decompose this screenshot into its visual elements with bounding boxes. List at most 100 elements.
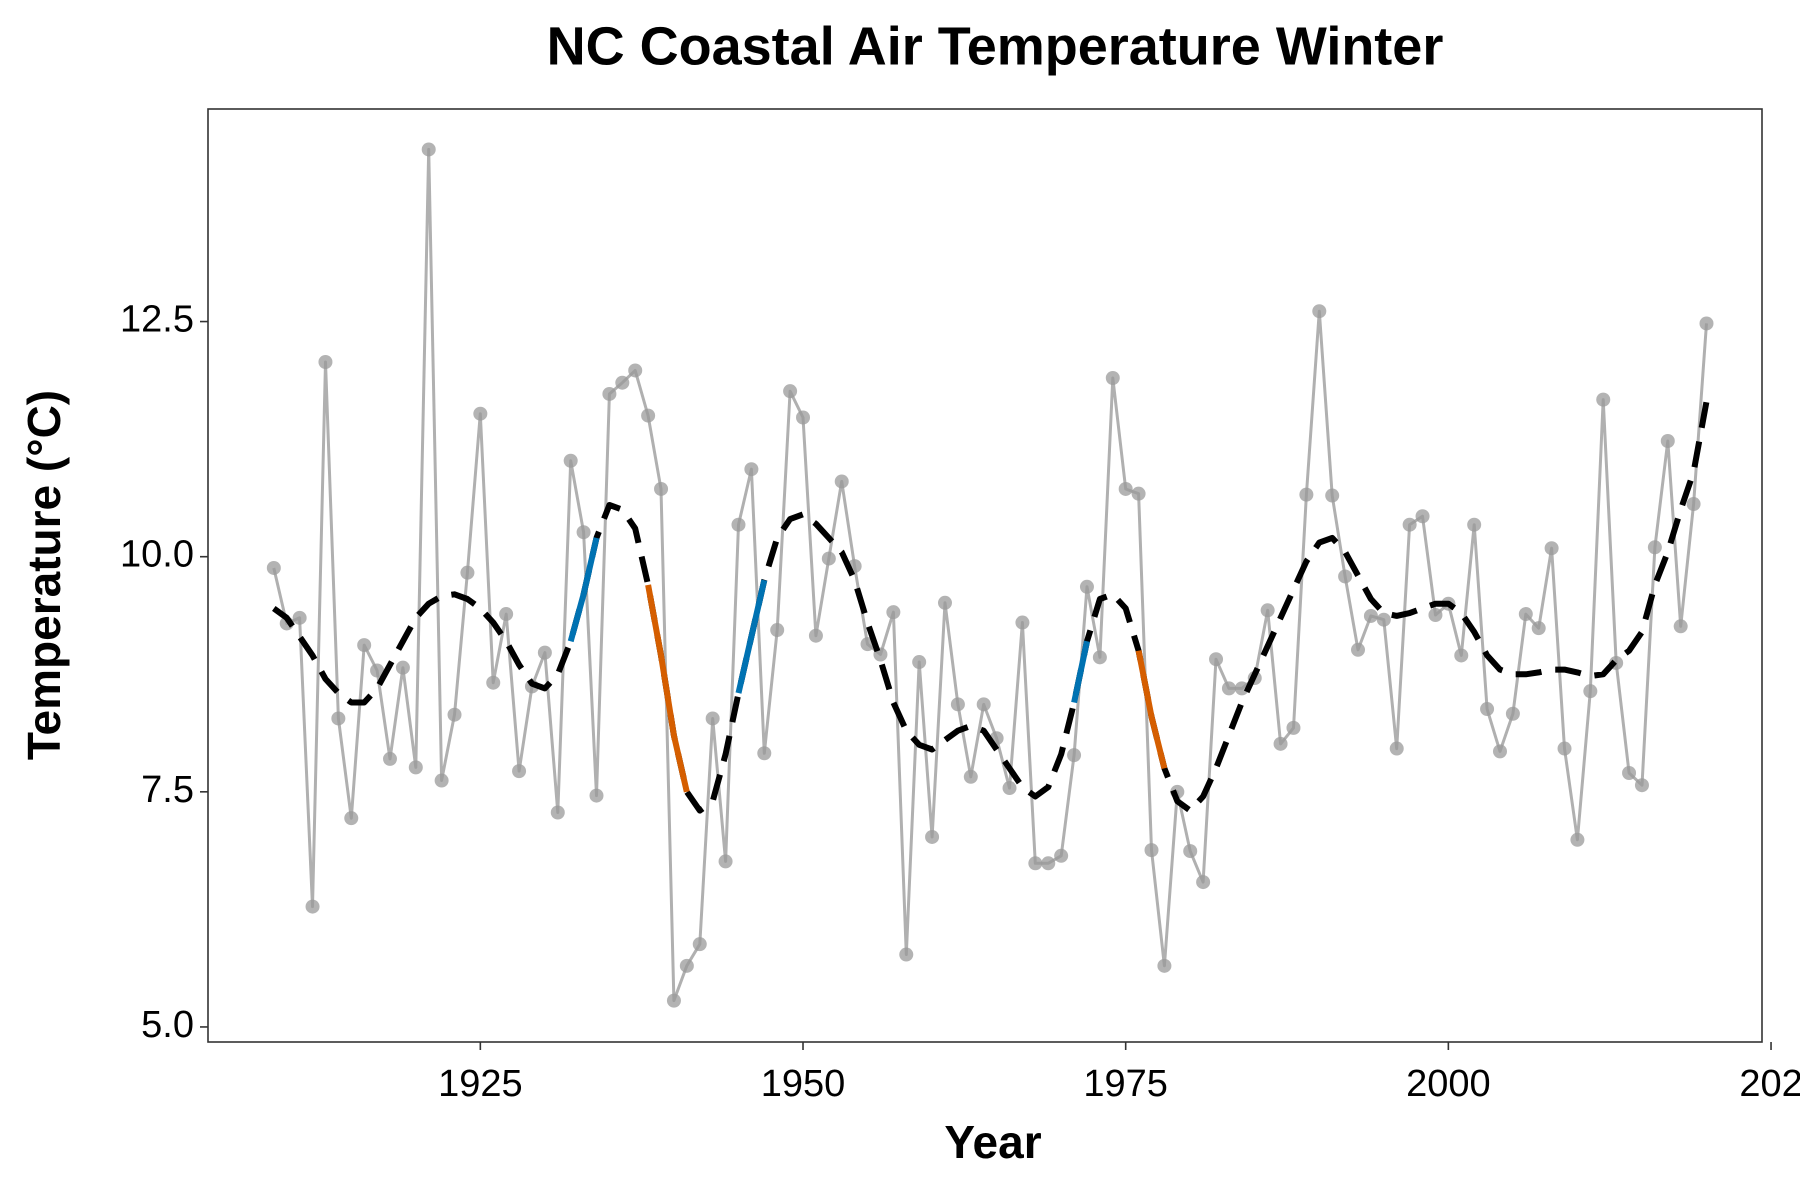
data-point [1660,434,1675,449]
data-point [1234,681,1249,696]
data-point [976,697,991,712]
data-point [1634,778,1649,793]
data-point [1002,781,1017,796]
data-point [963,769,978,784]
data-point [1402,517,1417,532]
data-point [1131,486,1146,501]
data-point [886,605,901,620]
y-tick-label: 7.5 [141,769,194,811]
data-point [937,595,952,610]
data-point [1622,766,1637,781]
chart-title: NC Coastal Air Temperature Winter [547,16,1444,76]
data-point [666,993,681,1008]
data-point [563,453,578,468]
y-axis-title: Temperature (°C) [18,390,70,760]
data-point [318,355,333,370]
data-point [1105,370,1120,385]
data-point [1480,702,1495,717]
trend-segment [567,537,1090,704]
data-point [1518,607,1533,622]
data-point [1428,608,1443,623]
x-tick-label: 1975 [1083,1063,1168,1105]
data-point [1054,848,1069,863]
y-tick-label: 12.5 [120,299,194,341]
data-point [770,623,785,638]
data-point [1260,603,1275,618]
data-point [1312,304,1327,319]
data-point [266,560,281,575]
data-point [460,565,475,580]
data-point [641,408,656,423]
data-point [1415,509,1430,524]
data-point [1209,652,1224,667]
data-point [1079,579,1094,594]
data-point [1351,642,1366,657]
data-point [731,517,746,532]
data-point [1273,736,1288,751]
data-point [1183,844,1198,859]
data-point [1505,706,1520,721]
data-point [447,707,462,722]
data-point [1557,741,1572,756]
data-point [1570,832,1585,847]
data-point [1686,497,1701,512]
y-tick-label: 10.0 [120,534,194,576]
data-point [1157,958,1172,973]
data-point [1092,650,1107,665]
data-point [718,854,733,869]
data-point [1376,612,1391,627]
data-point [537,645,552,660]
data-point [628,363,643,378]
data-point [1492,744,1507,759]
data-point [1286,720,1301,735]
data-point [654,481,669,496]
data-point [821,551,836,566]
data-point [486,675,501,690]
data-line [272,147,1708,1003]
data-point [1067,748,1082,763]
data-point [576,525,591,540]
data-point [1299,487,1314,502]
data-point [499,607,514,622]
data-point [1389,741,1404,756]
x-tick-label: 202 [1739,1063,1800,1105]
data-point [408,760,423,775]
plot-panel [207,108,1763,1043]
data-point [1196,875,1211,890]
data-point [1338,569,1353,584]
x-tick-label: 1950 [761,1063,846,1105]
data-point [912,655,927,670]
data-point [744,462,759,477]
data-point [344,811,359,826]
x-axis-title: Year [944,1116,1041,1168]
data-point [783,384,798,399]
data-point [950,697,965,712]
data-point [615,375,630,390]
data-point [1699,316,1714,331]
data-point [1544,541,1559,556]
data-point [1467,517,1482,532]
data-point [925,829,940,844]
x-tick-label: 2000 [1406,1063,1491,1105]
data-point [1596,392,1611,407]
data-point [512,764,527,779]
data-point [602,386,617,401]
data-point [808,628,823,643]
data-point [1531,621,1546,636]
data-point [1325,488,1340,503]
data-point [292,610,307,625]
data-point [1041,856,1056,871]
data-point [1583,684,1598,699]
data-point [1647,540,1662,555]
data-point [395,660,410,675]
data-point [1221,681,1236,696]
data-point [1454,648,1469,663]
data-point [1028,856,1043,871]
data-point [796,410,811,425]
data-point [421,142,436,157]
data-point [1118,481,1133,496]
data-point [370,663,385,678]
data-point [434,773,449,788]
data-point [1673,619,1688,634]
